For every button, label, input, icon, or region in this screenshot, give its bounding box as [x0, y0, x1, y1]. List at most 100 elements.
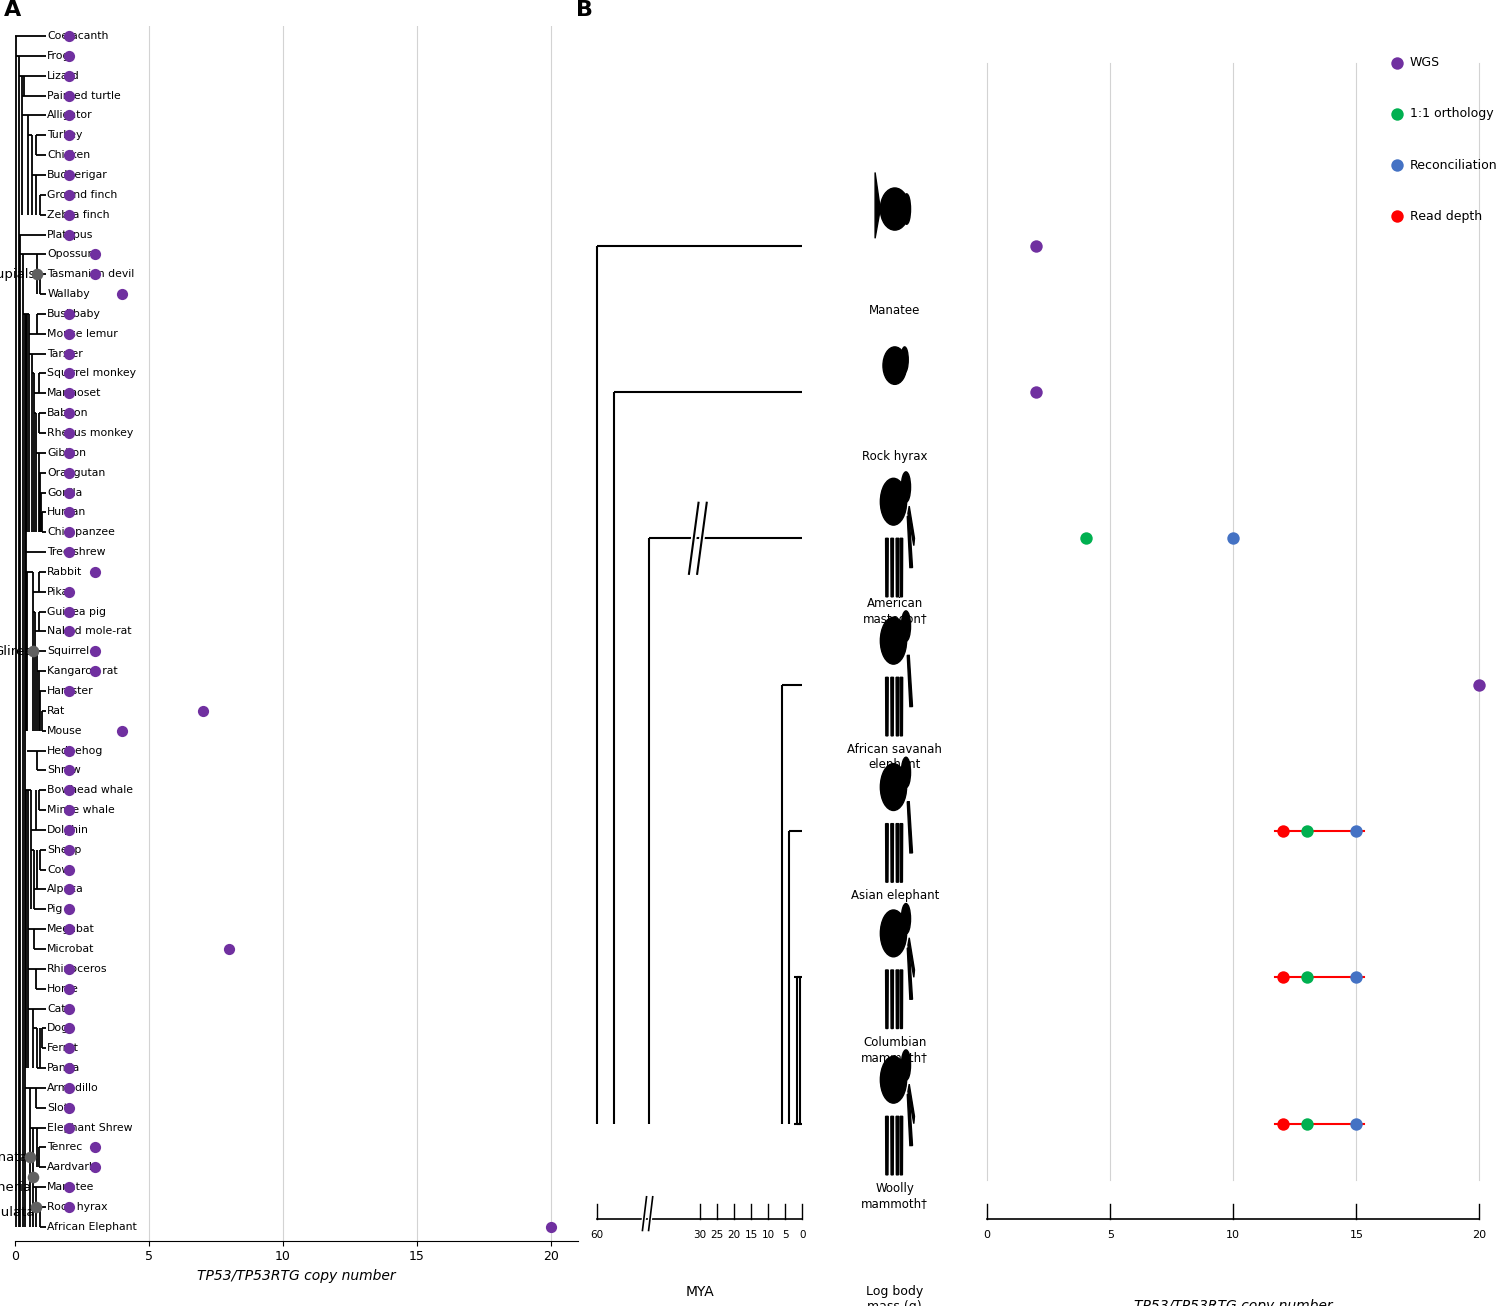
Text: 20: 20	[1473, 1230, 1486, 1241]
Text: 15: 15	[744, 1230, 758, 1241]
Text: Marmoset: Marmoset	[46, 388, 102, 398]
Text: 5: 5	[1107, 1230, 1113, 1241]
Point	[1270, 820, 1294, 841]
Text: Sheep: Sheep	[46, 845, 81, 854]
Point	[57, 324, 81, 345]
Text: Rhinoceros: Rhinoceros	[46, 964, 108, 974]
Point	[84, 641, 108, 662]
Point	[57, 1117, 81, 1138]
Text: Log body
mass (g): Log body mass (g)	[865, 1285, 924, 1306]
Point	[1386, 103, 1410, 124]
Point	[1467, 674, 1491, 695]
Polygon shape	[885, 538, 888, 597]
Text: 30: 30	[693, 1230, 706, 1241]
Ellipse shape	[880, 188, 909, 230]
Text: Budgerigar: Budgerigar	[46, 170, 108, 180]
Polygon shape	[900, 970, 903, 1029]
Point	[57, 363, 81, 384]
Point	[1386, 154, 1410, 175]
Polygon shape	[896, 824, 898, 882]
Point	[57, 760, 81, 781]
Text: 15: 15	[1350, 1230, 1364, 1241]
Point	[1270, 966, 1294, 987]
Polygon shape	[900, 678, 903, 735]
Point	[57, 1177, 81, 1198]
Text: 0: 0	[984, 1230, 990, 1241]
Polygon shape	[885, 1117, 888, 1175]
Point	[57, 502, 81, 522]
Polygon shape	[900, 1117, 903, 1175]
Text: Horse: Horse	[46, 983, 80, 994]
Text: Columbian
mammoth†: Columbian mammoth†	[861, 1036, 928, 1064]
Point	[57, 998, 81, 1019]
Point	[84, 244, 108, 265]
Text: Read depth: Read depth	[1410, 210, 1482, 223]
Point	[57, 840, 81, 861]
Text: Orangutan: Orangutan	[46, 468, 105, 478]
Polygon shape	[908, 938, 915, 977]
Text: Opossum: Opossum	[46, 249, 99, 260]
Point	[1074, 528, 1098, 549]
Point	[57, 819, 81, 840]
Polygon shape	[908, 1094, 912, 1145]
Text: Rat: Rat	[46, 705, 66, 716]
Point	[217, 939, 242, 960]
Ellipse shape	[880, 910, 906, 957]
Text: Alpaca: Alpaca	[46, 884, 84, 895]
Polygon shape	[908, 1084, 915, 1123]
Point	[57, 303, 81, 324]
Ellipse shape	[880, 618, 906, 665]
Point	[57, 859, 81, 880]
Ellipse shape	[902, 611, 910, 641]
Text: TP53/TP53RTG copy number: TP53/TP53RTG copy number	[1134, 1299, 1332, 1306]
Text: Reconciliation: Reconciliation	[1410, 158, 1497, 171]
Point	[57, 204, 81, 225]
Text: Megabat: Megabat	[46, 925, 94, 934]
Text: 5: 5	[782, 1230, 789, 1241]
Text: Woolly
mammoth†: Woolly mammoth†	[861, 1182, 928, 1211]
Ellipse shape	[902, 757, 910, 788]
Polygon shape	[896, 1117, 898, 1175]
Text: Pika: Pika	[46, 586, 69, 597]
Point	[57, 104, 81, 125]
Text: Cow: Cow	[46, 865, 70, 875]
Text: WGS: WGS	[1410, 56, 1440, 69]
Text: Lizard: Lizard	[46, 71, 80, 81]
Text: American
mastodon†: American mastodon†	[862, 597, 927, 624]
Text: Wallaby: Wallaby	[46, 289, 90, 299]
Point	[1294, 1113, 1318, 1134]
Text: African savanah
elephant: African savanah elephant	[847, 743, 942, 771]
Ellipse shape	[902, 1050, 910, 1080]
Text: Cat: Cat	[46, 1003, 66, 1013]
Point	[57, 959, 81, 980]
Text: Zebra finch: Zebra finch	[46, 210, 110, 219]
Text: Rhesus monkey: Rhesus monkey	[46, 428, 134, 438]
Text: Gibbon: Gibbon	[46, 448, 86, 458]
Polygon shape	[885, 678, 888, 735]
Text: African Elephant: African Elephant	[46, 1222, 136, 1232]
Text: 1:1 orthology: 1:1 orthology	[1410, 107, 1494, 120]
Polygon shape	[908, 516, 912, 568]
Text: Afrotheria: Afrotheria	[0, 1181, 32, 1194]
Text: Marsupials: Marsupials	[0, 268, 36, 281]
Text: 10: 10	[762, 1230, 776, 1241]
Point	[57, 462, 81, 483]
Text: Hedgehog: Hedgehog	[46, 746, 104, 755]
Text: Baboon: Baboon	[46, 407, 88, 418]
Point	[57, 383, 81, 404]
Polygon shape	[874, 172, 880, 238]
Point	[21, 641, 45, 662]
Point	[57, 601, 81, 622]
Point	[57, 343, 81, 364]
Point	[57, 1058, 81, 1079]
Polygon shape	[900, 538, 903, 597]
Text: Tasmanian devil: Tasmanian devil	[46, 269, 135, 279]
Polygon shape	[908, 656, 912, 707]
Point	[57, 402, 81, 423]
Point	[57, 780, 81, 801]
Ellipse shape	[880, 764, 906, 811]
Text: Human: Human	[46, 507, 87, 517]
Polygon shape	[891, 824, 894, 882]
Point	[57, 125, 81, 146]
Point	[57, 799, 81, 820]
